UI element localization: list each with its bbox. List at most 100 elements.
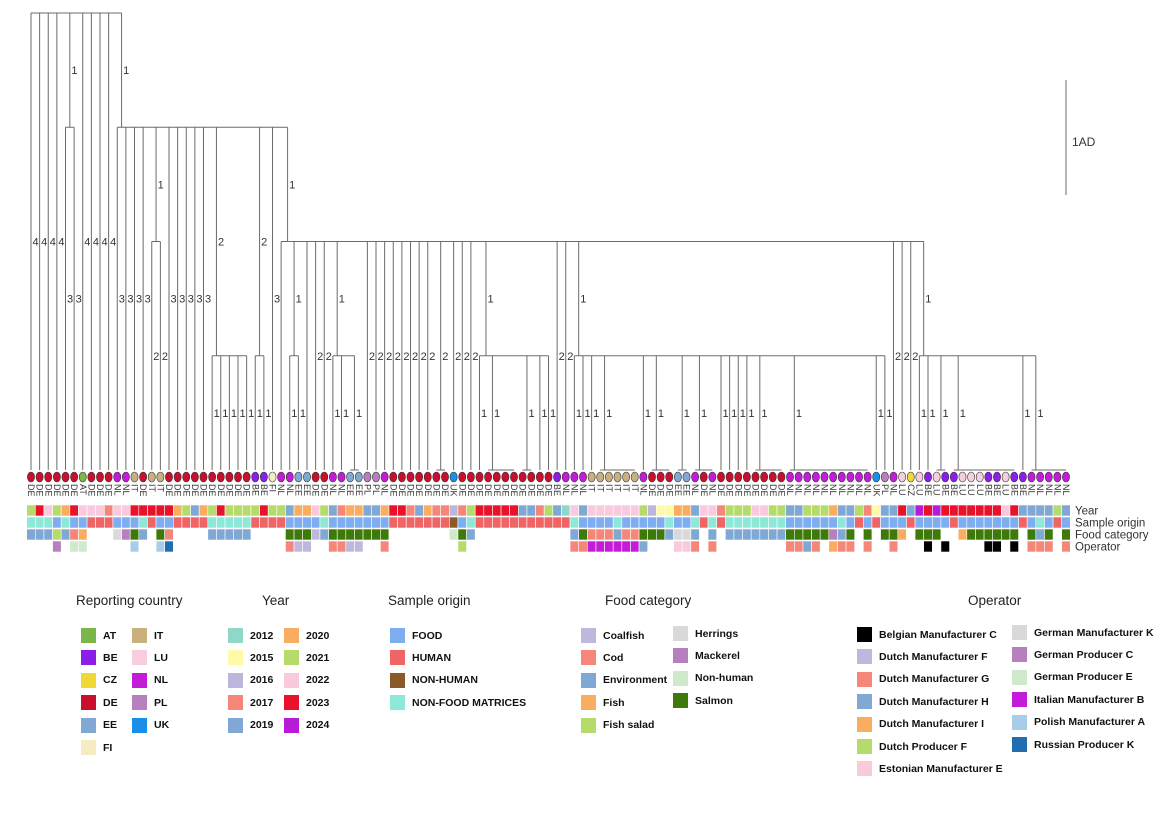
year-annotation-cell — [1044, 504, 1054, 517]
tip-node-de — [182, 471, 191, 483]
legend-title-origin: Sample origin — [388, 593, 471, 608]
origin-annotation-cell — [207, 516, 217, 529]
branch-length-label: 1 — [645, 408, 651, 420]
legend-swatch — [81, 740, 96, 755]
year-annotation-cell — [759, 504, 769, 517]
tip-node-lu — [1001, 471, 1010, 483]
legend-item: Dutch Manufacturer H — [857, 694, 989, 710]
branch-length-label: 2 — [395, 351, 401, 363]
tip-label: LU — [932, 484, 942, 496]
branch-length-label: 3 — [136, 294, 142, 306]
operator-annotation-cell — [638, 540, 648, 553]
branch-length-label: 2 — [559, 351, 565, 363]
tip-label: NL — [569, 484, 579, 496]
origin-annotation-cell — [440, 516, 450, 529]
food-annotation-cell — [78, 528, 88, 541]
year-annotation-cell — [750, 504, 761, 517]
legend-label: Fish salad — [603, 719, 655, 732]
tip-node-lu — [898, 471, 907, 483]
year-annotation-cell — [630, 504, 640, 517]
legend-item: Herrings — [673, 626, 738, 641]
origin-annotation-cell — [897, 516, 907, 529]
tip-label: EE — [682, 484, 692, 496]
year-row-label: Year — [1075, 506, 1098, 518]
legend-swatch — [132, 672, 147, 688]
origin-annotation-cell — [802, 516, 812, 529]
legend-item: German Producer E — [1012, 669, 1133, 685]
legend-title-operator: Operator — [968, 593, 1022, 608]
legend-label: IT — [154, 629, 164, 642]
tip-label: DE — [242, 484, 252, 497]
tip-node-nl — [1027, 471, 1036, 483]
year-annotation-cell — [293, 504, 303, 517]
origin-annotation-cell — [630, 516, 640, 529]
food-annotation-cell — [681, 528, 692, 541]
year-annotation-cell — [457, 504, 467, 517]
tip-label: NL — [638, 484, 648, 496]
legend-label: Cod — [603, 651, 624, 664]
operator-annotation-cell — [845, 540, 855, 553]
origin-row-label: Sample origin — [1075, 518, 1145, 530]
origin-annotation-cell — [311, 516, 321, 529]
tip-node-nl — [561, 471, 570, 483]
operator-annotation-cell — [992, 540, 1002, 553]
tip-label: DE — [492, 484, 502, 497]
tip-node-pl — [372, 471, 380, 483]
tip-label: IT — [130, 484, 140, 493]
food-annotation-cell — [319, 528, 329, 541]
tip-node-de — [742, 471, 751, 483]
branch-length-label: 2 — [403, 351, 409, 363]
branch-length-label: 1 — [528, 408, 534, 420]
legend-label: Dutch Manufacturer H — [879, 695, 989, 708]
operator-annotation-cell — [1026, 540, 1037, 553]
tip-node-it — [613, 471, 622, 483]
branch-length-label: 2 — [378, 351, 384, 363]
tip-node-ee — [346, 471, 355, 483]
branch-length-label: 1 — [761, 408, 767, 420]
branch-length-label: 1 — [248, 408, 254, 420]
tip-label: LU — [897, 484, 907, 496]
food-annotation-cell — [587, 528, 597, 541]
origin-annotation-cell — [819, 516, 830, 529]
legend-swatch — [581, 628, 596, 643]
branch-length-label: 2 — [567, 351, 573, 363]
tip-node-nl — [328, 471, 337, 483]
year-annotation-cell — [129, 504, 140, 517]
legend-label: EE — [103, 719, 118, 732]
branch-length-label: 1 — [886, 408, 892, 420]
tip-node-de — [52, 471, 61, 483]
tip-node-de — [320, 471, 329, 483]
year-annotation-cell — [1035, 504, 1045, 517]
legend-title-food: Food category — [605, 593, 692, 608]
origin-annotation-cell — [405, 516, 416, 529]
tip-node-de — [61, 471, 70, 483]
tip-label: NL — [889, 484, 899, 496]
food-annotation-cell — [216, 528, 226, 541]
branch-length-label: 3 — [127, 294, 133, 306]
tip-label: EE — [673, 484, 683, 496]
branch-length-label: 1 — [942, 408, 948, 420]
year-annotation-cell — [388, 504, 398, 517]
legend-swatch — [284, 672, 299, 688]
tip-label: CZ — [906, 484, 916, 496]
tip-node-it — [604, 471, 613, 483]
tip-node-de — [475, 471, 484, 483]
legend-item: 2015 — [228, 650, 273, 666]
branch-length-label: 4 — [93, 237, 99, 249]
tip-label: DE — [656, 484, 666, 497]
origin-annotation-cell — [940, 516, 950, 529]
origin-annotation-cell — [656, 516, 666, 529]
legend-label: German Manufacturer K — [1034, 626, 1154, 639]
tip-label: NL — [1035, 484, 1045, 496]
food-annotation-cell — [630, 528, 640, 541]
legend-swatch — [228, 628, 243, 643]
legend-swatch — [1012, 692, 1027, 708]
year-annotation-cell — [147, 504, 157, 517]
origin-annotation-cell — [26, 516, 36, 529]
tip-node-be — [941, 471, 950, 483]
branch-length-label: 3 — [188, 294, 194, 306]
origin-annotation-cell — [78, 516, 88, 529]
tip-label: DE — [69, 484, 79, 497]
origin-annotation-cell — [190, 516, 200, 529]
operator-annotation-cell — [336, 540, 347, 553]
